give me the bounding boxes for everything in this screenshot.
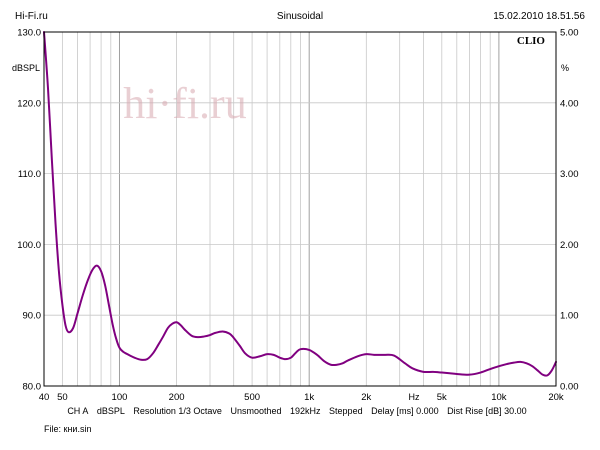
y-axis-right-unit: % xyxy=(561,63,569,73)
mode-label: Stepped xyxy=(329,406,363,416)
y-tick-label-right: 4.00 xyxy=(560,98,579,109)
y-axis-left: 130.0 120.0 110.0 100.0 90.0 80.0 xyxy=(17,28,41,393)
clio-brand: CLIO xyxy=(517,35,546,47)
x-axis-unit: Hz xyxy=(409,392,420,402)
y-tick-label-right: 2.00 xyxy=(560,240,579,251)
x-tick-label: 200 xyxy=(169,392,185,403)
y-tick-label-right: 0.00 xyxy=(560,382,579,393)
chart-title: Sinusoidal xyxy=(276,11,324,22)
y-axis-left-unit: dBSPL xyxy=(12,63,40,73)
smoothing-label: Unsmoothed xyxy=(230,406,282,416)
y-tick-label-left: 80.0 xyxy=(23,382,42,393)
dist-rise-label: Dist Rise [dB] 30.00 xyxy=(447,406,527,416)
delay-label: Delay [ms] 0.000 xyxy=(371,406,439,416)
y-tick-label-right: 1.00 xyxy=(560,311,579,322)
measurement-settings: CH A dBSPL Resolution 1/3 Octave Unsmoot… xyxy=(0,406,600,417)
x-tick-label: 40 xyxy=(39,392,50,403)
channel-label: CH A xyxy=(67,406,89,416)
x-tick-label: 500 xyxy=(244,392,260,403)
y-tick-label-left: 130.0 xyxy=(17,28,41,39)
rate-label: 192kHz xyxy=(290,406,321,416)
series-group xyxy=(43,31,557,377)
x-tick-label: 50 xyxy=(57,392,68,403)
y-tick-label-right: 5.00 xyxy=(560,28,579,39)
timestamp: 15.02.2010 18.51.56 xyxy=(493,11,585,22)
y-tick-label-left: 100.0 xyxy=(17,240,41,251)
file-label: File: кни.sin xyxy=(44,424,92,434)
plot-frame xyxy=(43,31,557,387)
resolution-label: Resolution 1/3 Octave xyxy=(133,406,222,416)
y-tick-label-left: 120.0 xyxy=(17,98,41,109)
y-tick-label-left: 90.0 xyxy=(23,311,42,322)
series-line xyxy=(43,31,557,377)
y-tick-label-left: 110.0 xyxy=(18,169,41,180)
x-tick-label: 2k xyxy=(361,392,371,403)
grid xyxy=(44,32,556,386)
y-axis-right: 5.00 4.00 3.00 2.00 1.00 0.00 xyxy=(560,28,579,393)
header-left-label: Hi-Fi.ru xyxy=(15,11,48,22)
x-tick-label: 10k xyxy=(491,392,507,403)
y-tick-label-right: 3.00 xyxy=(560,169,579,180)
x-tick-label: 20k xyxy=(548,392,564,403)
watermark-logo: hi·fi.ru xyxy=(123,79,246,128)
x-tick-label: 100 xyxy=(112,392,128,403)
x-axis: 40 50 100 200 500 1k 2k 5k 10k 20k xyxy=(39,392,564,403)
unit-label: dBSPL xyxy=(96,406,125,416)
x-tick-label: 5k xyxy=(437,392,447,403)
x-tick-label: 1k xyxy=(304,392,314,403)
